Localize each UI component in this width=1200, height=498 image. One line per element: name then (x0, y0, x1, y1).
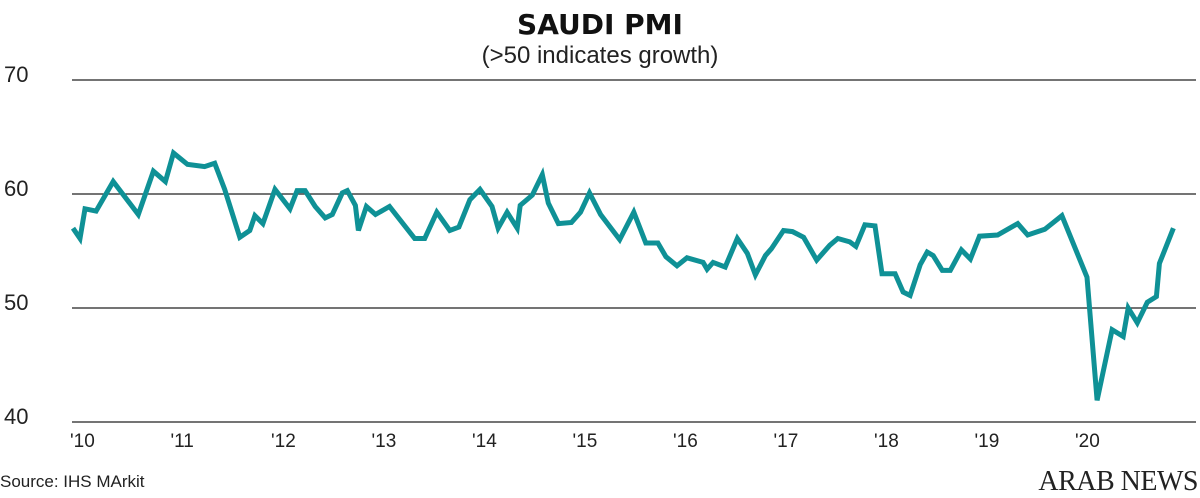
y-tick-label: 70 (4, 62, 28, 87)
y-tick-label: 50 (4, 290, 28, 315)
y-tick-label: 40 (4, 404, 28, 429)
x-tick-label: '14 (472, 431, 497, 452)
x-tick-label: '18 (874, 431, 899, 452)
x-tick-label: '13 (372, 431, 397, 452)
arab-news-logo: ARAB NEWS (1038, 466, 1198, 497)
source-note: Source: IHS MArkit (0, 472, 145, 491)
x-tick-label: '16 (673, 431, 698, 452)
x-tick-label: '20 (1075, 431, 1100, 452)
chart-subtitle: (>50 indicates growth) (482, 42, 719, 69)
x-tick-label: '12 (271, 431, 296, 452)
pmi-series-line (70, 148, 1176, 401)
chart-title: SAUDI PMI (517, 8, 683, 41)
x-tick-label: '15 (573, 431, 598, 452)
x-tick-label: '17 (774, 431, 799, 452)
y-tick-label: 60 (4, 176, 28, 201)
x-tick-label: '10 (70, 431, 95, 452)
x-tick-label: '11 (171, 431, 194, 452)
x-tick-label: '19 (975, 431, 1000, 452)
